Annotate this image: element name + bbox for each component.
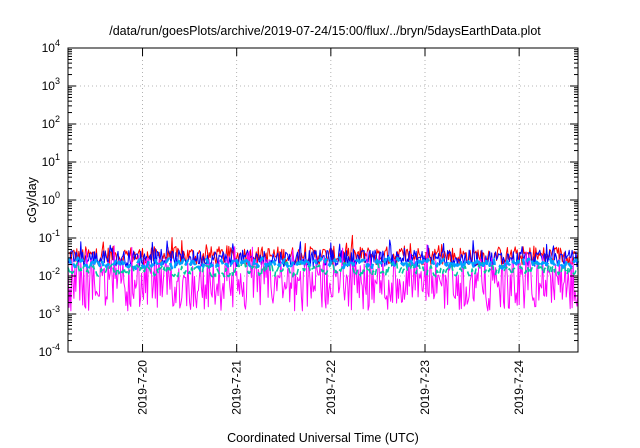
x-tick-label: 2019-7-20 xyxy=(136,360,150,415)
x-tick-label: 2019-7-22 xyxy=(324,360,338,415)
y-axis-label: cGy/day xyxy=(25,176,39,223)
data-series xyxy=(67,234,580,312)
y-tick-label: 104 xyxy=(42,38,60,55)
x-tick-label: 2019-7-24 xyxy=(512,360,526,415)
y-tick-label: 103 xyxy=(42,76,60,93)
y-tick-label: 10-2 xyxy=(39,266,60,283)
series-line xyxy=(67,244,579,312)
x-tick-label: 2019-7-21 xyxy=(230,360,244,415)
y-tick-label: 10-3 xyxy=(39,304,60,321)
x-axis-label: Coordinated Universal Time (UTC) xyxy=(227,431,419,445)
y-tick-labels: 104 103 102 101 100 10-1 10-2 10-3 10-4 xyxy=(39,38,60,359)
series-line xyxy=(67,239,579,268)
y-tick-label: 10-1 xyxy=(39,228,60,245)
x-tick-labels: 2019-7-20 2019-7-21 2019-7-22 2019-7-23 2019… xyxy=(136,360,527,415)
axis-ticks xyxy=(68,47,578,353)
series-line xyxy=(67,259,579,279)
x-tick-label: 2019-7-23 xyxy=(418,360,432,415)
y-tick-label: 102 xyxy=(42,114,60,131)
grid xyxy=(68,48,578,352)
y-tick-label: 101 xyxy=(42,152,60,169)
series-line xyxy=(67,256,580,271)
y-tick-label: 10-4 xyxy=(39,342,60,359)
chart-title: /data/run/goesPlots/archive/2019-07-24/1… xyxy=(109,24,541,38)
y-tick-label: 100 xyxy=(42,190,60,207)
